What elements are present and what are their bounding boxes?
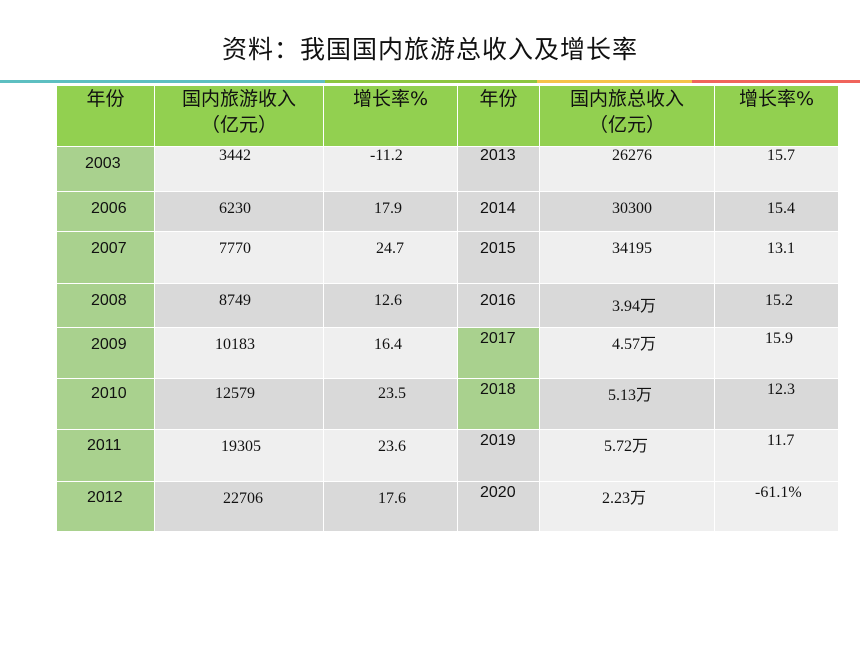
accent-bar-yellow (537, 80, 692, 83)
table-row: 2008 8749 12.6 2016 3.94万 15.2 (57, 284, 839, 328)
revenue-cell: 3.94万 (540, 284, 715, 328)
revenue-cell: 7770 (155, 232, 324, 284)
header-growth-1: 增长率% (324, 86, 458, 147)
revenue-cell: 4.57万 (540, 328, 715, 379)
year-cell: 2006 (57, 192, 155, 232)
year-cell: 2016 (458, 284, 540, 328)
year-cell: 2010 (57, 379, 155, 430)
year-cell: 2011 (57, 430, 155, 482)
accent-bar-red (692, 80, 860, 83)
revenue-cell: 34195 (540, 232, 715, 284)
growth-cell: -11.2 (324, 147, 458, 192)
growth-cell: 15.9 (715, 328, 839, 379)
header-year-1: 年份 (57, 86, 155, 147)
table-row: 2010 12579 23.5 2018 5.13万 12.3 (57, 379, 839, 430)
growth-cell: 15.7 (715, 147, 839, 192)
revenue-cell: 12579 (155, 379, 324, 430)
table-row: 2011 19305 23.6 2019 5.72万 11.7 (57, 430, 839, 482)
revenue-cell: 3442 (155, 147, 324, 192)
revenue-cell: 26276 (540, 147, 715, 192)
header-year-2: 年份 (458, 86, 540, 147)
growth-cell: 12.3 (715, 379, 839, 430)
year-cell: 2020 (458, 482, 540, 532)
revenue-cell: 30300 (540, 192, 715, 232)
header-revenue-2: 国内旅总收入 （亿元） (540, 86, 715, 147)
year-cell: 2012 (57, 482, 155, 532)
accent-bar-green (325, 80, 537, 83)
growth-cell: -61.1% (715, 482, 839, 532)
page-title: 资料：我国国内旅游总收入及增长率 (221, 35, 638, 64)
growth-cell: 16.4 (324, 328, 458, 379)
revenue-cell: 5.72万 (540, 430, 715, 482)
revenue-cell: 22706 (155, 482, 324, 532)
year-cell: 2015 (458, 232, 540, 284)
table-row: 2007 7770 24.7 2015 34195 13.1 (57, 232, 839, 284)
header-growth-2: 增长率% (715, 86, 839, 147)
year-cell: 2017 (458, 328, 540, 379)
growth-cell: 12.6 (324, 284, 458, 328)
year-cell: 2019 (458, 430, 540, 482)
growth-cell: 15.2 (715, 284, 839, 328)
revenue-cell: 2.23万 (540, 482, 715, 532)
growth-cell: 23.5 (324, 379, 458, 430)
year-cell: 2003 (57, 147, 155, 192)
accent-bar-teal (0, 80, 325, 83)
table-row: 2009 10183 16.4 2017 4.57万 15.9 (57, 328, 839, 379)
table-row: 2012 22706 17.6 2020 2.23万 -61.1% (57, 482, 839, 532)
year-cell: 2007 (57, 232, 155, 284)
header-revenue-1: 国内旅游收入 （亿元） (155, 86, 324, 147)
table-row: 2006 6230 17.9 2014 30300 15.4 (57, 192, 839, 232)
revenue-cell: 19305 (155, 430, 324, 482)
revenue-cell: 8749 (155, 284, 324, 328)
year-cell: 2008 (57, 284, 155, 328)
table-row: 2003 3442 -11.2 2013 26276 15.7 (57, 147, 839, 192)
growth-cell: 13.1 (715, 232, 839, 284)
revenue-cell: 10183 (155, 328, 324, 379)
year-cell: 2009 (57, 328, 155, 379)
year-cell: 2014 (458, 192, 540, 232)
growth-cell: 11.7 (715, 430, 839, 482)
growth-cell: 17.9 (324, 192, 458, 232)
year-cell: 2013 (458, 147, 540, 192)
growth-cell: 15.4 (715, 192, 839, 232)
tourism-revenue-table: 年份 国内旅游收入 （亿元） 增长率% 年份 国内旅总收入 （亿元） 增长率% … (57, 86, 839, 532)
growth-cell: 17.6 (324, 482, 458, 532)
revenue-cell: 6230 (155, 192, 324, 232)
header-row: 年份 国内旅游收入 （亿元） 增长率% 年份 国内旅总收入 （亿元） 增长率% (57, 86, 839, 147)
growth-cell: 23.6 (324, 430, 458, 482)
revenue-cell: 5.13万 (540, 379, 715, 430)
year-cell: 2018 (458, 379, 540, 430)
growth-cell: 24.7 (324, 232, 458, 284)
